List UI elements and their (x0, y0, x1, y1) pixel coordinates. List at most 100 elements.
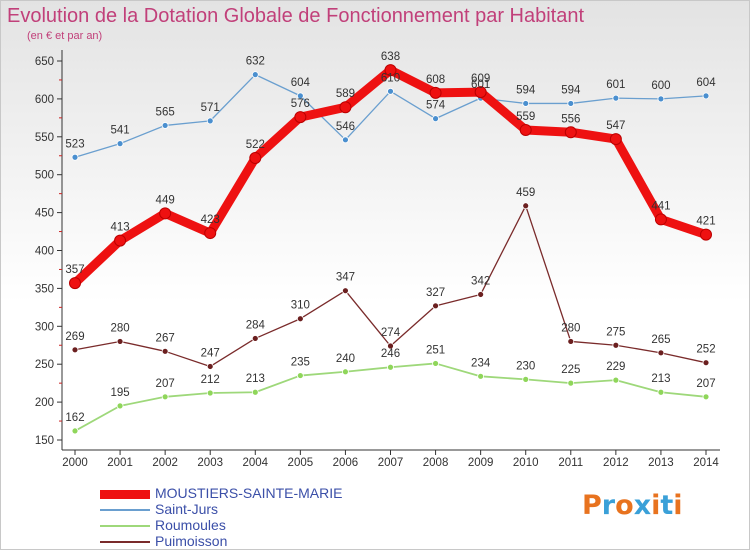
series-1-point (702, 92, 710, 100)
data-label: 441 (651, 200, 670, 212)
series-3-point (612, 341, 620, 349)
series-3-point (161, 347, 169, 355)
series-1-point (116, 140, 124, 148)
series-2-point (612, 376, 620, 384)
series-2-point (296, 372, 304, 379)
x-tick-label: 2007 (378, 457, 404, 469)
legend-label: Saint-Jurs (155, 501, 219, 517)
data-label: 212 (201, 374, 220, 386)
series-2-point (657, 388, 665, 396)
series-0-point (519, 123, 532, 136)
x-tick-label: 2014 (693, 457, 719, 469)
data-label: 195 (110, 387, 129, 399)
data-label: 632 (246, 56, 265, 68)
proxiti-logo: Proxiti (582, 490, 683, 521)
legend-swatch (100, 509, 150, 511)
x-tick-label: 2004 (242, 457, 268, 469)
data-label: 594 (561, 84, 581, 96)
series-0-point (609, 133, 622, 146)
series-0-point (159, 207, 172, 220)
legend-swatch (100, 541, 150, 543)
data-label: 225 (561, 364, 580, 376)
series-line-0 (70, 65, 711, 288)
x-tick-label: 2011 (558, 457, 583, 469)
logo-letter: P (582, 490, 602, 521)
y-tick-label: 450 (35, 208, 54, 220)
data-label: 610 (381, 72, 400, 84)
x-tick-label: 2000 (62, 457, 88, 469)
series-1-point (432, 115, 439, 123)
series-2-point (567, 379, 575, 387)
series-3-point (567, 338, 575, 345)
data-label: 265 (651, 334, 670, 346)
series-3-point (71, 346, 79, 354)
series-0-point (654, 213, 667, 226)
data-label: 421 (696, 216, 715, 228)
series-1-point (657, 95, 665, 103)
y-tick-label: 500 (35, 170, 54, 182)
data-label: 280 (561, 322, 580, 334)
x-tick-label: 2009 (468, 457, 494, 469)
x-tick-label: 2010 (513, 457, 539, 469)
series-1-point (522, 100, 530, 107)
y-tick-label: 650 (35, 56, 54, 68)
x-tick-label: 2012 (603, 457, 629, 469)
series-0-point (384, 64, 397, 77)
logo-letter: r (601, 490, 616, 521)
data-label: 252 (696, 344, 715, 356)
chart-subtitle: (en € et par an) (27, 30, 103, 42)
data-label: 274 (381, 327, 401, 339)
series-1-point (251, 71, 259, 79)
data-label: 413 (110, 222, 129, 234)
x-tick-label: 2001 (107, 457, 133, 469)
y-tick-label: 200 (35, 397, 54, 409)
data-label: 267 (156, 332, 175, 344)
data-label: 162 (65, 412, 84, 424)
y-tick-label: 300 (35, 321, 54, 333)
series-0-point (700, 228, 712, 241)
x-tick-label: 2013 (648, 457, 674, 469)
data-label: 546 (336, 121, 355, 133)
data-label: 574 (426, 100, 446, 112)
series-1-point (612, 94, 620, 102)
data-label: 547 (606, 120, 625, 132)
series-0-point (204, 227, 217, 240)
data-label: 571 (201, 102, 220, 114)
series-2-point (116, 402, 124, 410)
x-tick-label: 2008 (423, 457, 449, 469)
series-2-point (251, 388, 259, 396)
logo-letter: t (660, 490, 674, 521)
data-label: 280 (110, 322, 129, 334)
series-3-point (657, 349, 665, 357)
series-2-point (387, 363, 394, 371)
series-3-point (477, 291, 485, 298)
data-label: 357 (65, 264, 84, 276)
data-label: 327 (426, 287, 445, 299)
data-label: 347 (336, 272, 355, 284)
data-label: 589 (336, 88, 355, 100)
series-2-point (161, 393, 169, 401)
legend-label: Roumoules (155, 517, 226, 533)
data-label: 601 (471, 79, 490, 91)
series-2-point (342, 368, 349, 376)
series-2-point (522, 375, 530, 383)
series-0-point (429, 86, 442, 99)
data-label: 541 (110, 125, 129, 137)
y-tick-label: 400 (35, 246, 54, 258)
data-label: 604 (291, 77, 311, 89)
series-line-2 (74, 362, 707, 432)
series-3-point (387, 342, 394, 350)
series-0-point (69, 277, 81, 290)
series-2-point (71, 427, 79, 435)
data-label: 638 (381, 51, 400, 63)
data-label: 275 (606, 326, 625, 338)
data-label: 608 (426, 74, 445, 86)
series-0-point (564, 126, 577, 139)
series-1-point (387, 87, 394, 95)
legend-swatch (100, 525, 150, 527)
y-tick-label: 350 (35, 283, 54, 295)
data-label: 247 (201, 347, 220, 359)
data-label: 235 (291, 357, 310, 369)
y-tick-label: 250 (35, 359, 54, 371)
